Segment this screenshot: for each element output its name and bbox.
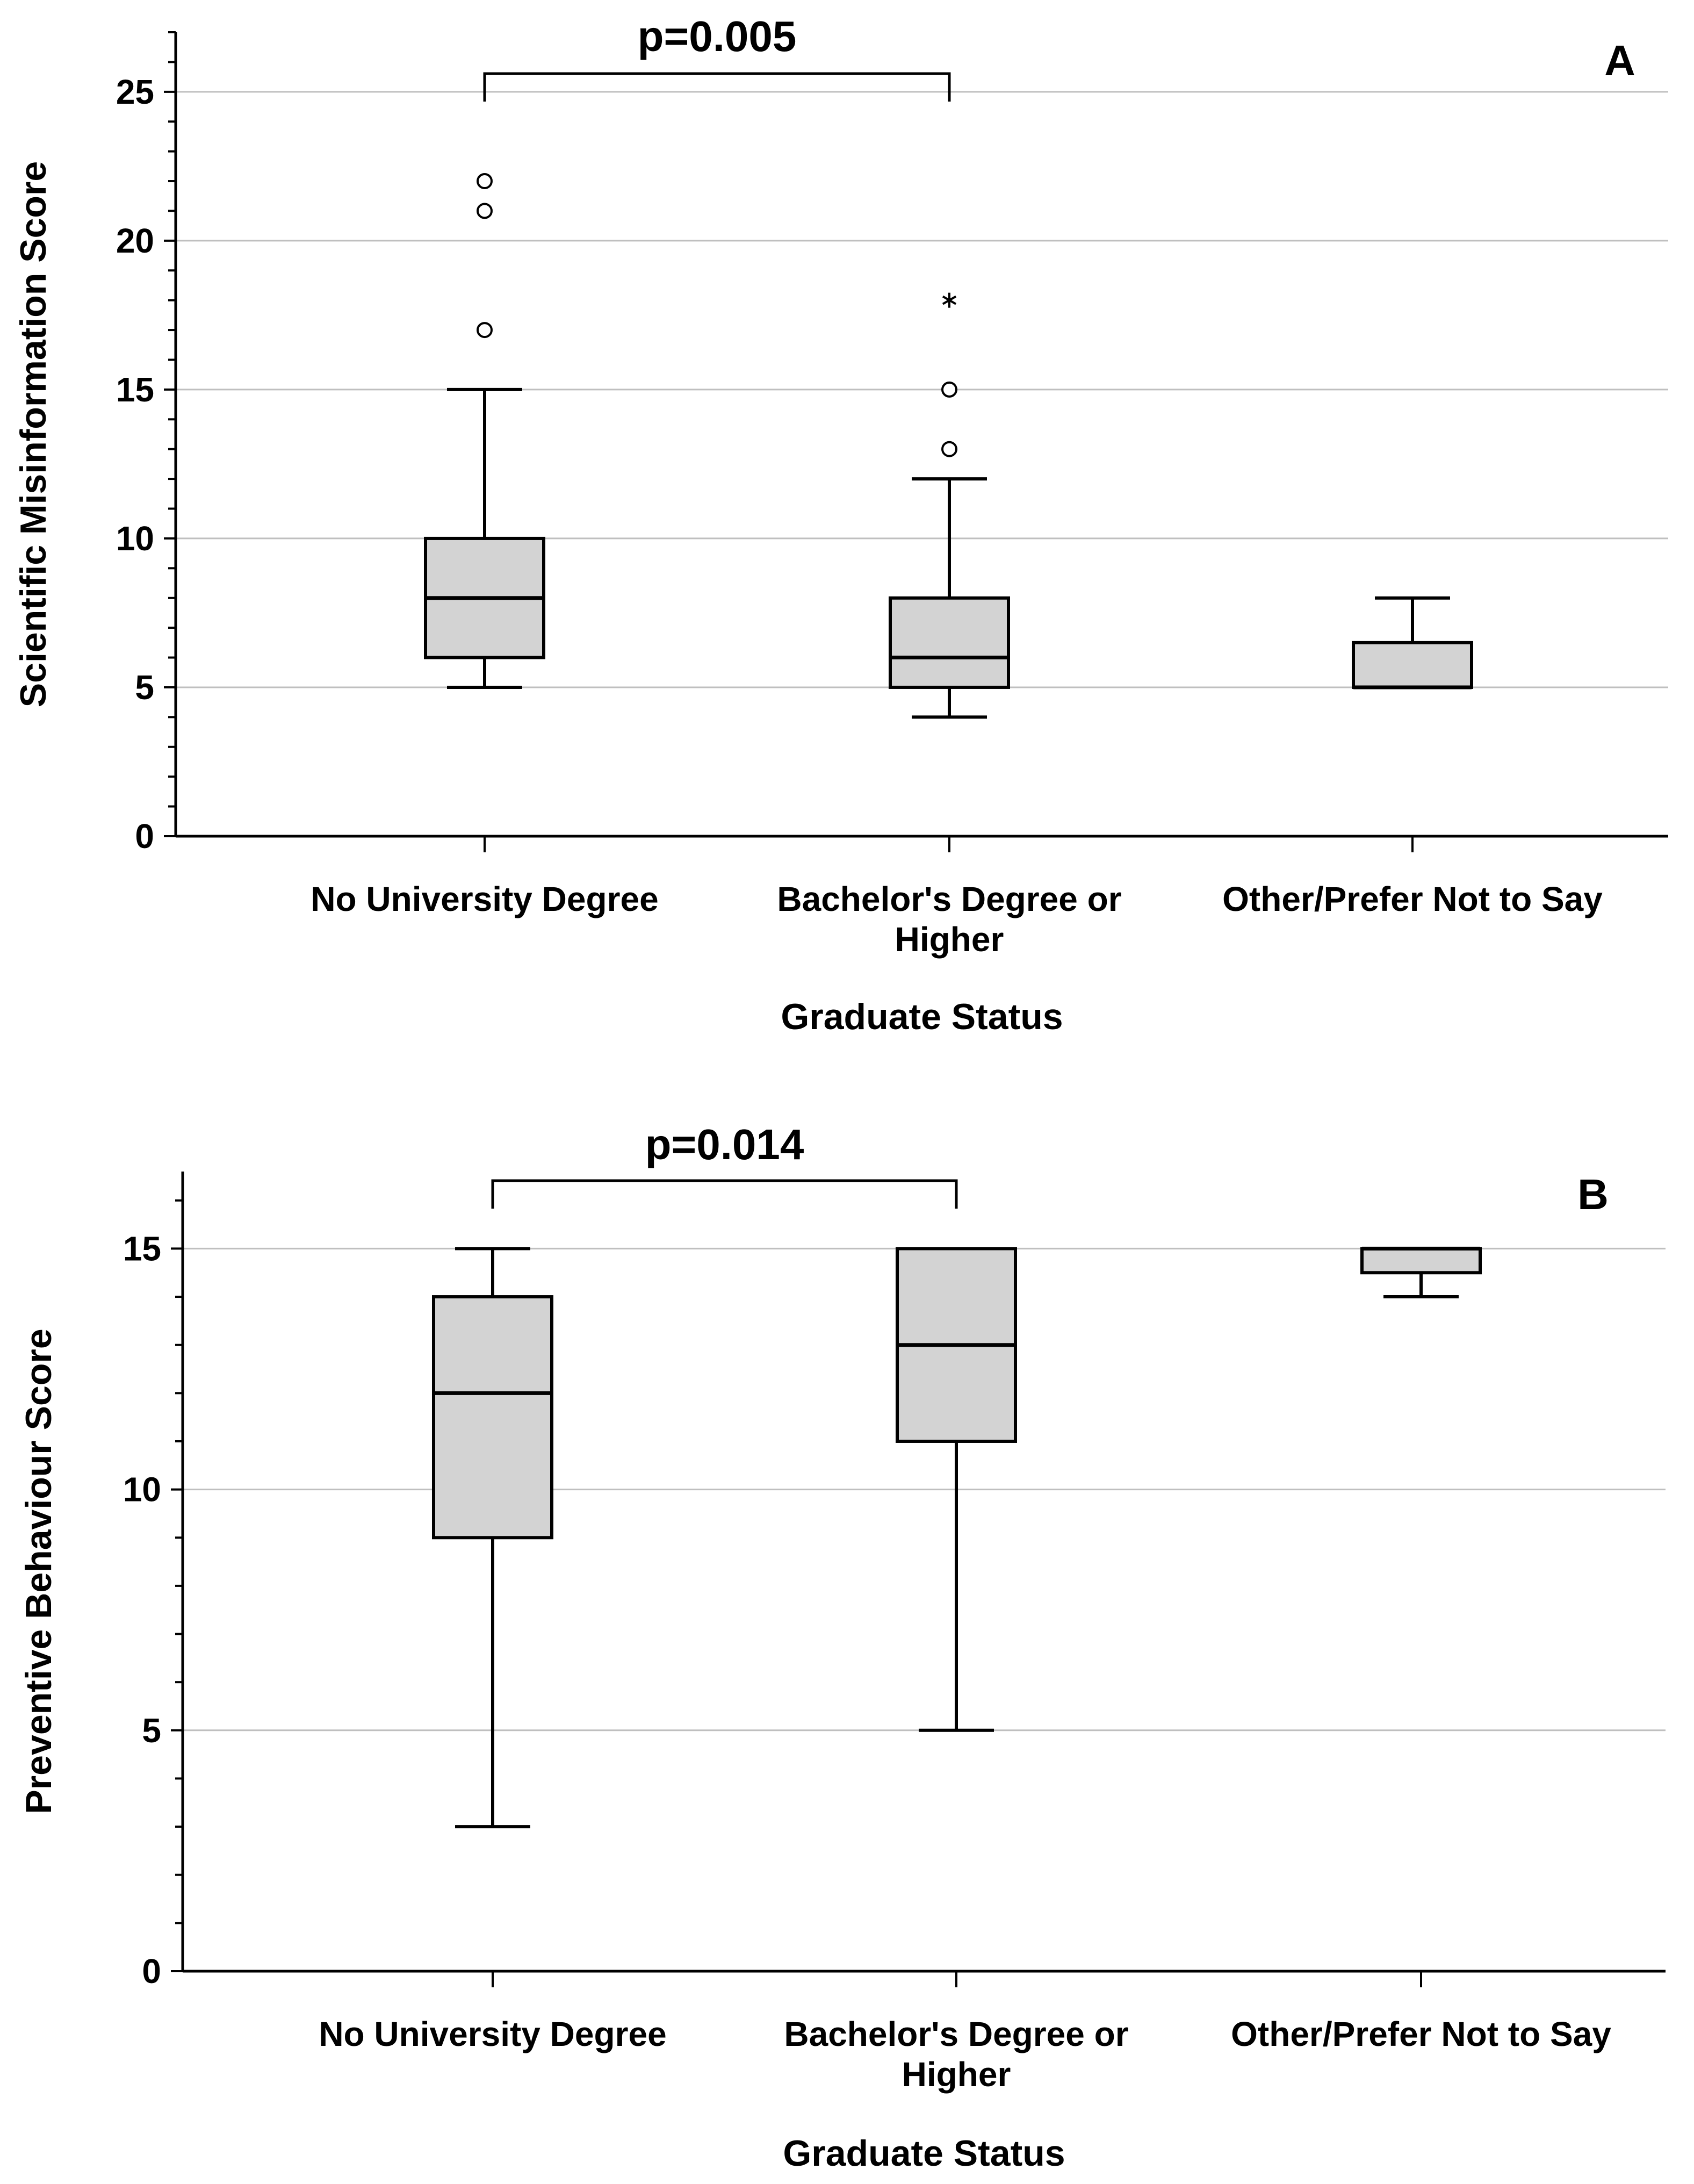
p-value-label: p=0.014 (645, 1120, 804, 1168)
y-tick-label: 15 (123, 1229, 161, 1268)
box-0: No University Degree (311, 173, 659, 918)
outlier-point (477, 173, 493, 190)
box-1: Bachelor's Degree or Higher (777, 292, 1122, 959)
y-axis-title: Scientific Misinformation Score (13, 161, 54, 707)
x-category-label-line: No University Degree (319, 2015, 666, 2053)
box-2: Other/Prefer Not to Say (1222, 596, 1603, 918)
y-tick-label: 20 (116, 221, 154, 260)
significance-bracket (491, 1179, 958, 1209)
extreme-mark-stroke (942, 295, 957, 305)
x-category-label-line: Bachelor's Degree or (784, 2015, 1128, 2053)
p-value-label: p=0.005 (638, 12, 797, 60)
x-axis-title: Graduate Status (781, 996, 1063, 1037)
panel-letter: A (1604, 37, 1635, 84)
chart-panel-a: 0 5 10 15 20 25 No University Degree Bachelor's… (13, 12, 1668, 1037)
outlier-point (477, 203, 493, 219)
y-axis-title: Preventive Behaviour Score (18, 1328, 59, 1814)
x-category-label: No University Degree (311, 880, 658, 918)
x-category-label-line: Other/Prefer Not to Say (1231, 2015, 1611, 2053)
x-category-label-line: No University Degree (311, 880, 658, 918)
extreme-point (942, 292, 957, 308)
y-tick-label: 25 (116, 73, 154, 111)
x-category-label: No University Degree (319, 2015, 666, 2053)
outlier-point (477, 322, 493, 339)
iqr-box (1352, 641, 1473, 689)
outlier-point (941, 441, 957, 457)
box-0: No University Degree (319, 1247, 667, 2053)
y-tick-label: 10 (116, 519, 154, 558)
x-category-label-line: Other/Prefer Not to Say (1222, 880, 1603, 918)
x-category-label: Bachelor's Degree or Higher (784, 2015, 1128, 2094)
x-axis-title: Graduate Status (783, 2133, 1065, 2174)
iqr-box (889, 596, 1010, 689)
y-tick-label: 0 (142, 1952, 161, 1991)
chart-panel-b: 0 5 10 15 No University Degree Bachelor's Deg… (18, 1120, 1666, 2174)
outlier-point (941, 381, 957, 398)
y-tick-label: 10 (123, 1470, 161, 1509)
y-tick-label: 5 (142, 1711, 161, 1750)
panel-letter: B (1577, 1170, 1609, 1218)
y-tick-label: 15 (116, 370, 154, 409)
box-2: Other/Prefer Not to Say (1231, 1246, 1611, 2053)
x-category-label-line: Higher (895, 920, 1004, 959)
x-category-label-line: Bachelor's Degree or (777, 880, 1121, 918)
significance-bracket (483, 72, 951, 102)
x-category-label-line: Higher (902, 2055, 1011, 2094)
y-tick-label: 5 (135, 668, 154, 707)
x-category-label: Other/Prefer Not to Say (1222, 880, 1603, 918)
box-1: Bachelor's Degree or Higher (784, 1247, 1129, 2094)
x-category-label: Bachelor's Degree or Higher (777, 880, 1121, 959)
y-tick-label: 0 (135, 817, 154, 856)
iqr-box (1360, 1247, 1482, 1275)
x-category-label: Other/Prefer Not to Say (1231, 2015, 1611, 2053)
iqr-box (432, 1295, 553, 1540)
